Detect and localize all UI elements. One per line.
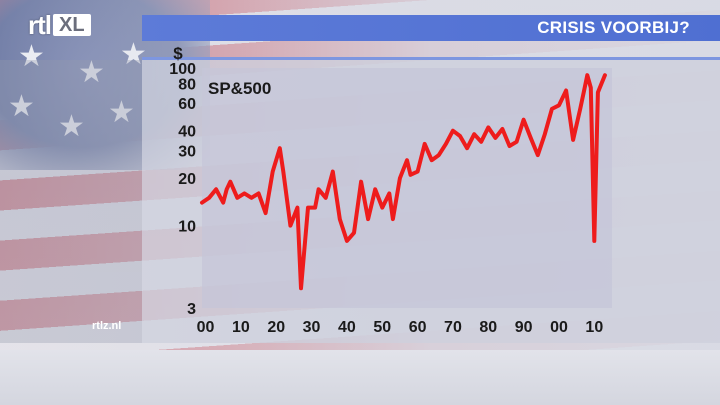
data-point: [373, 187, 377, 191]
data-point: [313, 206, 317, 210]
data-point: [423, 142, 427, 146]
y-tick-label: 100: [169, 61, 196, 78]
data-point: [366, 217, 370, 221]
data-point: [391, 217, 395, 221]
data-point: [508, 144, 511, 148]
data-point: [249, 196, 253, 200]
site-url: rtlz.nl: [92, 320, 122, 332]
data-point: [409, 173, 413, 177]
data-point: [271, 170, 275, 174]
x-tick-label: 70: [444, 319, 462, 336]
series-label: SP&500: [208, 79, 271, 98]
data-point: [543, 132, 547, 136]
data-point: [295, 206, 299, 210]
data-point: [585, 73, 589, 77]
data-point: [550, 107, 554, 111]
data-point: [278, 146, 282, 150]
data-point: [352, 231, 356, 235]
data-point: [536, 153, 540, 157]
data-point: [458, 134, 462, 138]
data-point: [465, 146, 469, 150]
y-unit-label: $: [173, 44, 183, 63]
data-point: [257, 191, 261, 195]
data-point: [472, 132, 476, 136]
y-tick-label: 3: [187, 301, 196, 318]
data-point: [242, 191, 246, 195]
data-point: [398, 176, 402, 180]
logo-xl-badge: XL: [53, 14, 91, 36]
data-point: [228, 180, 232, 184]
data-point: [405, 158, 409, 162]
y-tick-label: 30: [178, 143, 196, 160]
x-tick-label: 50: [373, 319, 391, 336]
x-tick-label: 40: [338, 319, 356, 336]
data-point: [451, 129, 455, 133]
data-point: [235, 196, 239, 200]
data-point: [493, 136, 497, 140]
x-tick-label: 00: [550, 319, 568, 336]
data-point: [592, 239, 596, 243]
data-point: [359, 180, 363, 184]
y-tick-label: 60: [178, 96, 196, 113]
left-side-band: [0, 60, 142, 343]
data-point: [200, 201, 204, 205]
data-point: [345, 239, 349, 243]
data-point: [582, 90, 586, 94]
x-tick-label: 90: [515, 319, 533, 336]
data-point: [281, 170, 285, 174]
plot-area: [202, 68, 612, 308]
x-tick-label: 80: [479, 319, 497, 336]
data-point: [317, 187, 321, 191]
data-point: [264, 211, 268, 215]
data-point: [380, 206, 384, 210]
data-point: [288, 224, 292, 228]
data-point: [486, 125, 490, 129]
x-tick-label: 10: [585, 319, 603, 336]
data-point: [221, 201, 225, 205]
data-point: [479, 140, 483, 144]
y-tick-label: 10: [178, 219, 196, 236]
data-point: [596, 90, 600, 94]
bottom-band: [0, 350, 720, 405]
x-tick-label: 20: [267, 319, 285, 336]
y-tick-label: 40: [178, 124, 196, 141]
data-point: [515, 140, 519, 144]
data-point: [529, 136, 533, 140]
x-tick-label: 30: [303, 319, 321, 336]
data-point: [299, 286, 303, 290]
channel-logo: rtl XL: [28, 9, 91, 40]
accent-line: [142, 57, 720, 60]
data-point: [430, 158, 434, 162]
x-tick-label: 00: [197, 319, 215, 336]
data-point: [522, 118, 526, 122]
x-tick-label: 60: [409, 319, 427, 336]
data-point: [324, 196, 328, 200]
data-point: [306, 206, 310, 210]
data-point: [571, 138, 575, 142]
data-point: [331, 170, 335, 174]
data-point: [500, 127, 504, 131]
data-point: [444, 142, 448, 146]
data-point: [578, 107, 582, 111]
data-point: [356, 206, 360, 210]
data-point: [338, 217, 342, 221]
data-point: [387, 191, 391, 195]
data-point: [589, 86, 593, 90]
logo-rtl-text: rtl: [28, 9, 52, 40]
data-point: [557, 103, 561, 107]
y-tick-label: 20: [178, 171, 196, 188]
data-point: [214, 187, 218, 191]
data-point: [225, 187, 229, 191]
title-bar: CRISIS VOORBIJ?: [142, 15, 720, 41]
data-point: [437, 153, 441, 157]
page-title: CRISIS VOORBIJ?: [537, 18, 690, 37]
data-point: [564, 88, 568, 92]
y-tick-label: 80: [178, 76, 196, 93]
data-point: [603, 73, 607, 77]
x-tick-label: 10: [232, 319, 250, 336]
data-point: [207, 196, 211, 200]
data-point: [416, 170, 420, 174]
